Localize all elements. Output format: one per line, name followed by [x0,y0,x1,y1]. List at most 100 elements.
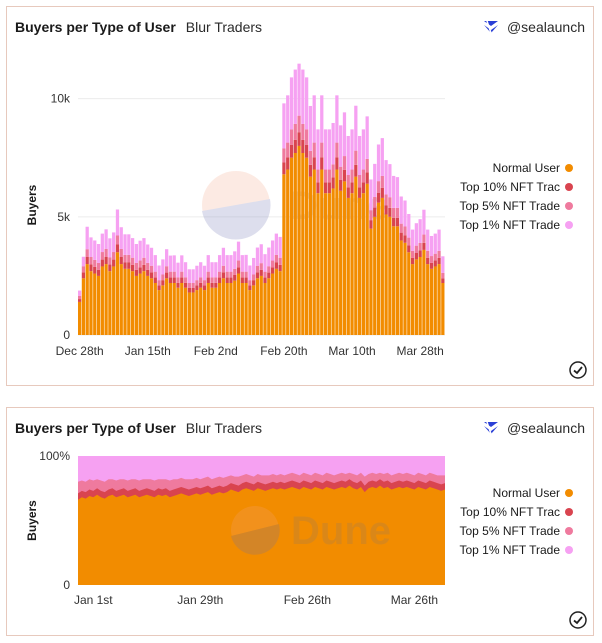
area-chart: 0 100% Dune Jan 1st Jan 29th Feb 26th Mar 26th… [25,449,573,607]
bar-segment [142,257,146,265]
legend-swatch [565,527,573,535]
bar-segment [426,264,430,335]
bar-segment [320,95,324,143]
bar-segment [127,254,131,263]
bar-segment [437,264,441,335]
bar-segment [138,240,142,261]
brand-link[interactable]: @sealaunch [483,19,585,35]
bar-segment [115,209,120,236]
sealaunch-logo-icon [483,421,498,435]
bar-segment [229,255,233,272]
bar-segment [93,240,97,260]
bar-segment [392,226,396,335]
bar-segment [422,242,426,250]
bar-segment [354,176,358,335]
bar-segment [297,132,301,146]
legend-swatch [565,489,573,497]
bar-segment [441,256,445,273]
bar-segment [293,139,297,153]
bar-segment [263,271,267,278]
legend-label: Top 10% NFT Trac [460,505,560,519]
bar-segment [426,229,430,251]
bar-segment [123,254,127,263]
x-tick-label: Mar 28th [396,344,443,358]
bar-segment [392,175,396,208]
dune-watermark: Dune [231,506,391,555]
bar-segment [388,207,392,217]
bar-segment [225,283,229,335]
bar-segment [365,158,369,173]
bar-segment [286,157,290,170]
bar-segment [104,257,108,265]
bar-segment [187,269,191,283]
bar-segment [410,229,415,251]
bar-segment [274,268,278,335]
bar-segment [414,245,418,253]
bar-segment [316,169,320,183]
bar-segment [410,257,415,265]
bar-segment [236,273,241,335]
y-axis-label: Buyers [25,500,39,541]
bar-segment [168,277,173,283]
x-tick-label: Feb 2nd [194,344,238,358]
bar-segment [267,272,271,279]
bar-segment [168,271,173,278]
bar-segment [308,150,313,165]
bar-segment [157,285,161,291]
bar-segment [399,240,403,335]
bar-segment [134,275,139,335]
card-header: Buyers per Type of User Blur Traders @se… [15,418,585,438]
bar-segment [214,287,218,335]
bar-segment [202,285,207,291]
bar-segment [165,249,169,267]
bar-segment [289,129,294,145]
bar-segment [361,182,366,194]
bar-segment [395,177,400,208]
bar-segment [168,283,173,335]
bar-segment [384,214,388,335]
bar-segment [115,235,120,245]
bar-segment [221,272,226,279]
bar-segment [255,265,260,273]
legend-swatch [565,508,573,516]
bar-segment [305,129,309,145]
bar-segment [206,271,210,278]
bar-segment [380,197,384,335]
bar-segment [339,179,343,191]
bar-segment [274,233,278,255]
watermark-circle [202,171,270,239]
bar-segment [180,277,184,283]
bar-segment [331,164,335,178]
bar-segment [248,285,252,291]
bar-segment [195,265,199,281]
bar-segment [108,238,112,258]
bar-segment [403,235,407,243]
bar-segment [199,277,203,283]
bar-segment [206,255,210,272]
check-circle-icon[interactable] [569,611,587,629]
card-header: Buyers per Type of User Blur Traders @se… [15,17,585,37]
bar-segment [146,275,150,335]
bar-segment [354,150,358,165]
bar-segment [161,259,165,275]
bar-segment [407,252,411,335]
bar-segment [399,223,403,233]
check-circle-icon[interactable] [569,361,587,379]
bar-segment [183,282,188,288]
x-tick-label: Jan 1st [74,593,113,607]
bar-segment [429,235,434,257]
brand-name: @sealaunch [506,19,585,35]
bar-segment [210,287,214,335]
brand-link[interactable]: @sealaunch [483,420,585,436]
bar-segment [172,255,176,272]
bar-segment [392,217,396,227]
bar-segment [320,157,324,170]
bar-segment [248,280,252,286]
bar-segment [244,283,248,335]
bar-segment [354,105,358,151]
bar-segment [199,282,203,288]
bar-segment [240,277,244,283]
bar-segment [115,252,120,335]
bar-segment [161,285,165,335]
